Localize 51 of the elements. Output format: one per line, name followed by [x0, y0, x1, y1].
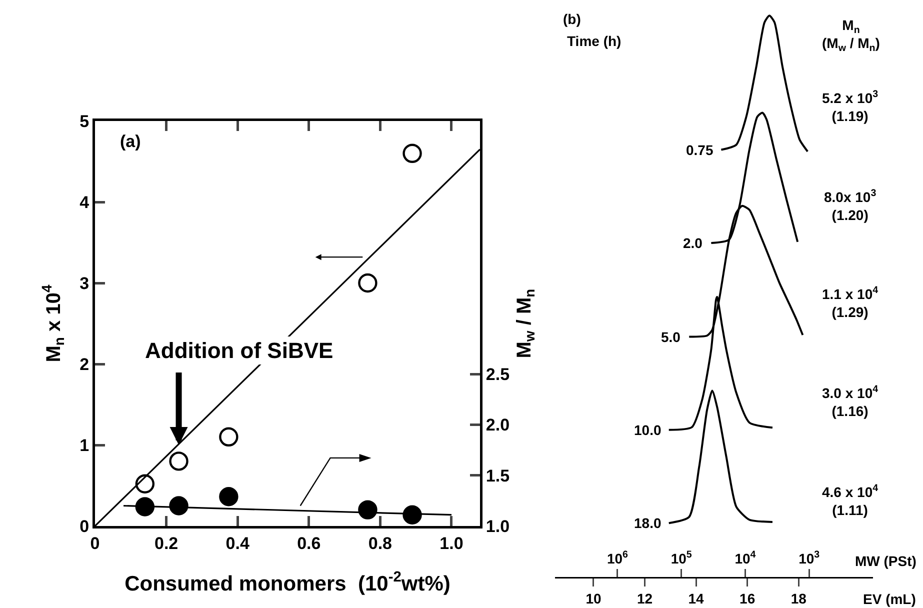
- series-label: 5.0: [661, 329, 681, 345]
- x-axis-title: EV (mL): [863, 591, 916, 607]
- y-tick-label: 5: [80, 112, 90, 131]
- text: M$_{n}$ (M$_{w}$ / M$_{n}$): [822, 17, 880, 54]
- point: [135, 497, 155, 516]
- y2-tick-label: 1.5: [486, 466, 510, 486]
- annotation: 4.6 x 10$^{4}$ (1.11): [822, 483, 879, 518]
- x2-tick-label: 10$^{4}$: [734, 550, 756, 566]
- x-tick-label: 0.6: [297, 534, 321, 553]
- point: [358, 273, 378, 293]
- annotation: Addition of SiBVE: [145, 338, 334, 363]
- x-tick-label: 14: [688, 590, 704, 606]
- x-tick-label: 0.4: [226, 534, 250, 553]
- annotation: Time (h): [567, 33, 622, 49]
- x2-tick-label: 10$^{5}$: [670, 550, 692, 566]
- x-tick-label: 0.8: [368, 534, 392, 553]
- point: [219, 487, 238, 506]
- point: [169, 452, 188, 471]
- point: [169, 496, 188, 516]
- x-axis-title: Consumed monomers (10$^{-2}$wt%): [124, 570, 450, 596]
- x2-tick-label: 10$^{6}$: [606, 550, 629, 566]
- y-tick-label: 1: [80, 436, 90, 455]
- point: [358, 500, 378, 520]
- y2-tick-label: 2.0: [486, 416, 510, 435]
- series-label: 18.0: [634, 515, 662, 531]
- y-tick-label: 2: [80, 354, 90, 374]
- y2-tick-label: 1.0: [486, 516, 510, 536]
- x2-tick-label: 10$^{3}$: [798, 550, 820, 566]
- y-tick-label: 4: [80, 192, 90, 212]
- annotation: 1.1 x 10$^{4}$ (1.29): [822, 285, 879, 320]
- y-tick-label: 0: [80, 516, 90, 536]
- x-tick-label: 1.0: [440, 534, 464, 553]
- point: [402, 144, 422, 163]
- x-tick-label: 10: [586, 590, 602, 606]
- point: [219, 427, 238, 446]
- x-tick-label: 18: [790, 590, 807, 606]
- annotation: (a): [120, 132, 141, 151]
- x-tick-label: 0.2: [154, 534, 178, 553]
- annotation: 5.2 x 10$^{3}$ (1.19): [822, 89, 879, 124]
- y2-tick-label: 2.5: [486, 365, 510, 384]
- annotation: 3.0 x 10$^{4}$ (1.16): [822, 384, 879, 420]
- series-label: 2.0: [683, 235, 703, 251]
- annotation: (b): [563, 11, 581, 27]
- series-label: 10.0: [634, 422, 662, 438]
- annotation: 8.0x 10$^{3}$ (1.20): [824, 188, 877, 224]
- series-label: 0.75: [686, 142, 714, 158]
- y-tick-label: 3: [80, 274, 90, 293]
- x-tick-label: 12: [636, 590, 653, 606]
- x-tick-label: 16: [740, 590, 756, 606]
- point: [402, 505, 422, 524]
- x2-axis-title: MW (PSt): [855, 553, 916, 569]
